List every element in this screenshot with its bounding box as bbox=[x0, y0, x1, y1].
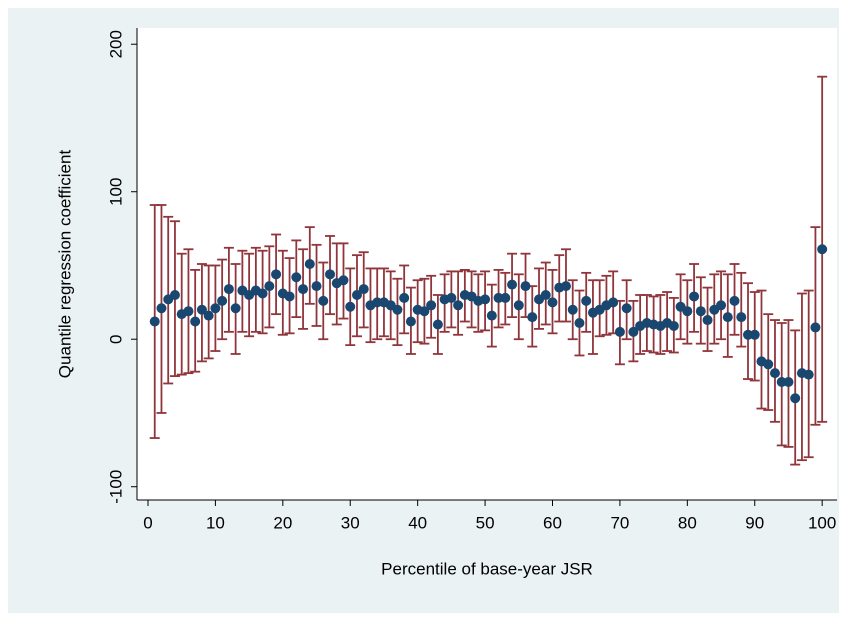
point bbox=[500, 292, 511, 303]
point bbox=[702, 315, 713, 326]
point bbox=[351, 289, 362, 300]
point bbox=[716, 300, 727, 311]
point bbox=[203, 310, 214, 321]
point bbox=[547, 297, 558, 308]
point bbox=[183, 306, 194, 317]
point bbox=[513, 300, 524, 311]
point bbox=[325, 269, 336, 280]
point bbox=[486, 310, 497, 321]
point bbox=[156, 303, 167, 314]
point bbox=[810, 322, 821, 333]
point bbox=[399, 292, 410, 303]
point bbox=[210, 303, 221, 314]
point bbox=[736, 312, 747, 323]
point bbox=[432, 319, 443, 330]
point bbox=[614, 326, 625, 337]
point bbox=[480, 294, 491, 305]
point bbox=[608, 297, 619, 308]
y-tick-label: 200 bbox=[106, 30, 125, 58]
point bbox=[196, 304, 207, 315]
point bbox=[790, 393, 801, 404]
point bbox=[689, 291, 700, 302]
point bbox=[291, 272, 302, 283]
y-tick-label: 100 bbox=[106, 178, 125, 206]
point bbox=[264, 281, 275, 292]
point bbox=[783, 377, 794, 387]
point bbox=[540, 289, 551, 300]
point bbox=[722, 312, 733, 323]
point bbox=[426, 300, 437, 311]
x-tick-label: 30 bbox=[341, 513, 360, 532]
point bbox=[817, 244, 828, 255]
point bbox=[507, 279, 518, 290]
point bbox=[318, 295, 329, 306]
point bbox=[257, 288, 268, 299]
x-tick-label: 0 bbox=[143, 513, 152, 532]
x-tick-label: 100 bbox=[808, 513, 836, 532]
x-tick-label: 80 bbox=[678, 513, 697, 532]
x-tick-label: 70 bbox=[610, 513, 629, 532]
x-axis-label: Percentile of base-year JSR bbox=[381, 559, 593, 578]
point bbox=[682, 306, 693, 317]
point bbox=[190, 316, 201, 327]
point bbox=[284, 291, 295, 302]
point bbox=[298, 284, 309, 295]
point bbox=[338, 275, 349, 286]
x-tick-label: 10 bbox=[206, 513, 225, 532]
point bbox=[217, 295, 228, 306]
y-axis-label: Quantile regression coefficient bbox=[55, 150, 74, 379]
point bbox=[574, 318, 585, 328]
point bbox=[271, 269, 282, 280]
point bbox=[149, 316, 160, 327]
point bbox=[527, 312, 538, 323]
x-tick-label: 60 bbox=[543, 513, 562, 532]
point bbox=[230, 303, 241, 314]
point bbox=[446, 292, 457, 303]
point bbox=[668, 320, 679, 331]
point bbox=[621, 303, 632, 314]
x-tick-label: 90 bbox=[745, 513, 764, 532]
x-tick-label: 20 bbox=[273, 513, 292, 532]
point bbox=[311, 281, 322, 292]
x-tick-label: 40 bbox=[408, 513, 427, 532]
point bbox=[628, 326, 639, 337]
point bbox=[729, 295, 740, 306]
point bbox=[560, 281, 571, 292]
x-tick-label: 50 bbox=[476, 513, 495, 532]
point bbox=[345, 301, 356, 312]
plot-area bbox=[137, 28, 837, 500]
point bbox=[304, 259, 315, 269]
point bbox=[405, 316, 416, 327]
point bbox=[567, 304, 578, 315]
point bbox=[520, 281, 531, 292]
y-tick-label: 0 bbox=[106, 334, 125, 343]
point bbox=[223, 284, 234, 295]
point bbox=[419, 306, 430, 317]
point bbox=[749, 329, 760, 340]
point bbox=[803, 369, 814, 380]
point bbox=[763, 359, 774, 370]
point bbox=[358, 284, 369, 295]
point bbox=[453, 300, 464, 311]
point bbox=[695, 306, 706, 317]
point bbox=[169, 289, 180, 300]
point bbox=[581, 295, 592, 306]
point bbox=[392, 304, 403, 315]
point bbox=[769, 368, 780, 379]
y-tick-label: -100 bbox=[106, 470, 125, 504]
